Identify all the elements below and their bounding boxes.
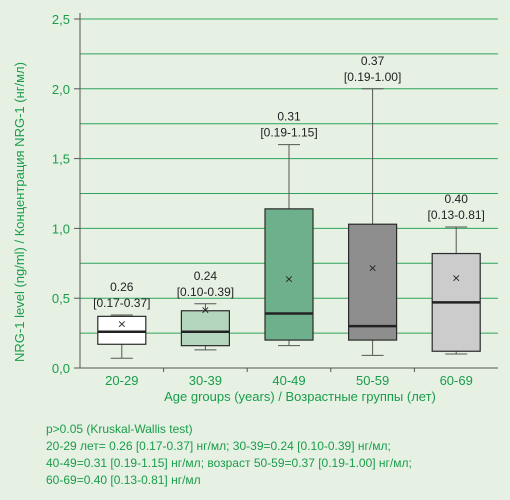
box-20-29: × [0.17-0.37] 0.26 [93,280,150,359]
y-tick-label: 2,5 [52,12,70,27]
footnote-line-4: 60-69=0.40 [0.13-0.81] нг/мл [46,473,201,487]
annotation-value: 0.26 [110,280,134,294]
y-tick-label: 2,0 [52,82,70,97]
mean-marker: × [201,303,210,316]
chart-labels: NRG-1 level (ng/ml) / Концентрация NRG-1… [12,62,436,404]
iqr-box [180,310,230,347]
box-50-59: × [0.19-1.00] 0.37 [344,54,401,356]
y-tick-label: 1,0 [52,221,70,236]
annotation-value: 0.24 [194,269,218,283]
y-tick-label: 0,0 [52,361,70,376]
annotation-value: 0.37 [361,54,385,68]
mean-marker: × [368,261,377,274]
annotation-range: [0.10-0.39] [177,285,234,299]
iqr-box [348,223,398,341]
footnote-line-2: 20-29 лет= 0.26 [0.17-0.37] нг/мл; 30-39… [46,439,391,453]
footnote: p>0.05 (Kruskal-Wallis test) 20-29 лет= … [46,421,506,489]
x-axis-label: Age groups (years) / Возрастные группы (… [164,389,436,404]
annotation-range: [0.19-1.00] [344,70,401,84]
box-plot-chart: × [0.17-0.37] 0.26 × [0.10-0.39] 0.24 × [0.19-1… [12,12,498,404]
x-tick-label: 50-59 [356,373,389,388]
x-tick-label: 20-29 [105,373,138,388]
annotation-range: [0.13-0.81] [428,208,485,222]
iqr-box [264,208,314,341]
box-40-49: × [0.19-1.15] 0.31 [260,110,318,347]
box-30-39: × [0.10-0.39] 0.24 [177,269,234,351]
x-tick-label: 60-69 [440,373,473,388]
annotation-value: 0.40 [445,192,469,206]
y-axis-label: NRG-1 level (ng/ml) / Концентрация NRG-1… [12,62,27,362]
y-tick-label: 0,5 [52,291,70,306]
x-tick-label: 30-39 [189,373,222,388]
y-tick-label: 1,5 [52,152,70,167]
annotation-value: 0.31 [277,110,301,124]
annotation-range: [0.17-0.37] [93,296,150,310]
footnote-line-3: 40-49=0.31 [0.19-1.15] нг/мл; возраст 50… [46,456,412,470]
mean-marker: × [117,317,126,330]
box-series: × [0.17-0.37] 0.26 × [0.10-0.39] 0.24 × [0.19-1… [93,54,485,359]
mean-marker: × [452,271,461,284]
mean-marker: × [284,273,293,286]
x-tick-label: 40-49 [272,373,305,388]
iqr-box [97,315,147,345]
footnote-test: p>0.05 (Kruskal-Wallis test) [46,422,193,436]
box-60-69: × [0.13-0.81] 0.40 [428,192,485,355]
annotation-range: [0.19-1.15] [260,126,317,140]
axes: 0,0 0,5 1,0 1,5 2,0 2,5 20-29 30-39 40-49 50-59 60… [52,12,498,388]
